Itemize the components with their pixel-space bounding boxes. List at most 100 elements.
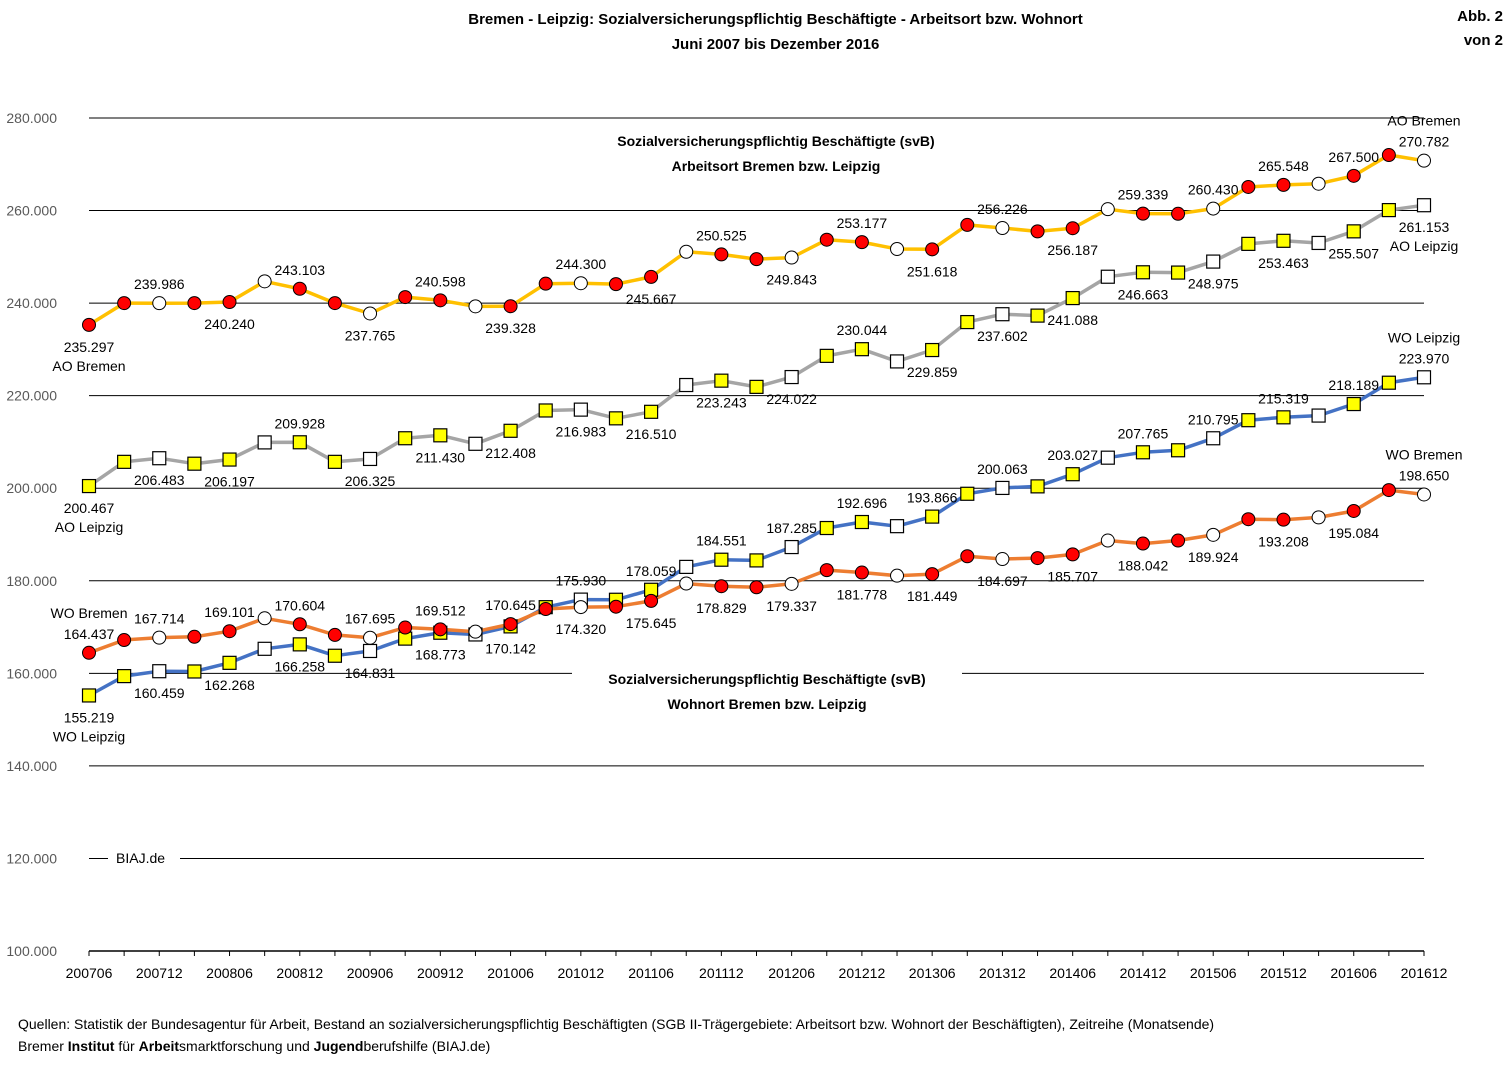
data-point [1346,396,1361,412]
organization-note-part: smarktforschung und [179,1038,314,1054]
data-point [679,244,694,259]
annotation-wohnort: Wohnort Bremen bzw. Leipzig [667,696,866,712]
data-point [608,277,623,292]
data-point [1206,431,1221,446]
data-point [117,669,132,684]
data-label: 174.320 [556,621,607,637]
data-label: 169.101 [204,604,255,620]
data-label: 181.778 [837,587,888,603]
data-point [1135,265,1151,280]
data-label: 206.197 [204,474,255,490]
x-tick-label: 201206 [768,965,815,981]
data-label: 218.189 [1328,377,1379,393]
data-label: 244.300 [556,256,607,272]
data-point [398,620,413,635]
data-label: 178.829 [696,600,747,616]
series-name-label: WO Bremen [1385,446,1462,462]
data-point [1416,370,1432,385]
data-point [784,369,799,385]
data-label: 192.696 [837,495,888,511]
x-tick-label: 201112 [699,965,744,981]
data-point [679,559,694,574]
y-tick-label: 280.000 [6,110,57,126]
data-label: 178.059 [626,563,677,579]
data-point [117,633,132,648]
data-point [152,664,167,679]
data-label: 162.268 [204,677,255,693]
data-point [187,664,202,679]
x-tick-label: 201312 [979,965,1026,981]
data-point [1030,551,1045,566]
data-point [468,299,483,314]
data-point [292,281,307,296]
data-point [1346,168,1361,183]
data-label: 223.970 [1399,350,1450,366]
data-point [925,242,940,257]
data-label: 170.142 [485,640,536,656]
data-point [1241,512,1256,527]
data-point [1241,179,1256,194]
data-point [573,402,588,417]
data-label: 267.500 [1328,149,1379,165]
series-line [88,203,1425,488]
data-label: 206.483 [134,472,185,488]
data-point [749,379,764,394]
x-tick-label: 201212 [839,965,886,981]
data-label: 170.645 [485,597,536,613]
y-tick-label: 120.000 [6,850,57,866]
data-point [573,600,588,615]
data-point [749,580,764,595]
organization-note-part: berufshilfe (BIAJ.de) [363,1038,491,1054]
data-point [854,514,869,530]
data-point [1030,308,1045,323]
data-point [749,553,764,568]
data-point [679,377,694,393]
data-point [1170,265,1186,280]
series-name-label: AO Bremen [52,358,125,374]
data-point [292,637,307,652]
series-name-label: WO Bremen [50,605,127,621]
data-label: 155.219 [64,709,115,725]
x-tick-label: 201606 [1330,965,1377,981]
data-point [714,579,729,594]
data-point [81,478,97,494]
annotation-wohnort-background [572,666,962,722]
data-label: 188.042 [1118,558,1169,574]
data-point [1276,177,1291,192]
y-tick-label: 180.000 [6,573,57,589]
data-label: 167.714 [134,611,185,627]
data-point [82,317,96,332]
data-point [889,354,905,369]
data-point [398,290,413,305]
data-label: 195.084 [1328,525,1379,541]
data-label: 256.226 [977,201,1028,217]
x-tick-label: 200812 [276,965,323,981]
data-point [327,648,343,663]
data-label: 255.507 [1328,245,1379,261]
annotation-arbeitsort: Arbeitsort Bremen bzw. Leipzig [672,158,881,174]
data-label: 175.930 [556,573,607,589]
data-point [644,269,659,284]
data-point [960,314,975,330]
data-label: 229.859 [907,364,958,380]
data-point [995,552,1010,567]
data-label: 210.795 [1188,411,1239,427]
data-label: 256.187 [1047,242,1098,258]
data-point [1206,254,1221,269]
data-label: 241.088 [1047,312,1098,328]
data-point [292,435,307,450]
data-point [1135,206,1150,221]
data-point [257,641,272,656]
data-label: 200.467 [64,500,115,516]
data-label: 235.297 [64,339,115,355]
data-label: 207.765 [1118,425,1169,441]
data-point [784,250,799,265]
organization-note-part: Institut [67,1038,115,1054]
data-point [1100,533,1115,548]
data-label: 223.243 [696,395,747,411]
x-tick-label: 200706 [66,965,113,981]
data-label: 166.258 [274,658,325,674]
data-point [608,599,623,614]
organization-note-part: Bremer [18,1038,68,1054]
data-label: 164.831 [345,665,396,681]
